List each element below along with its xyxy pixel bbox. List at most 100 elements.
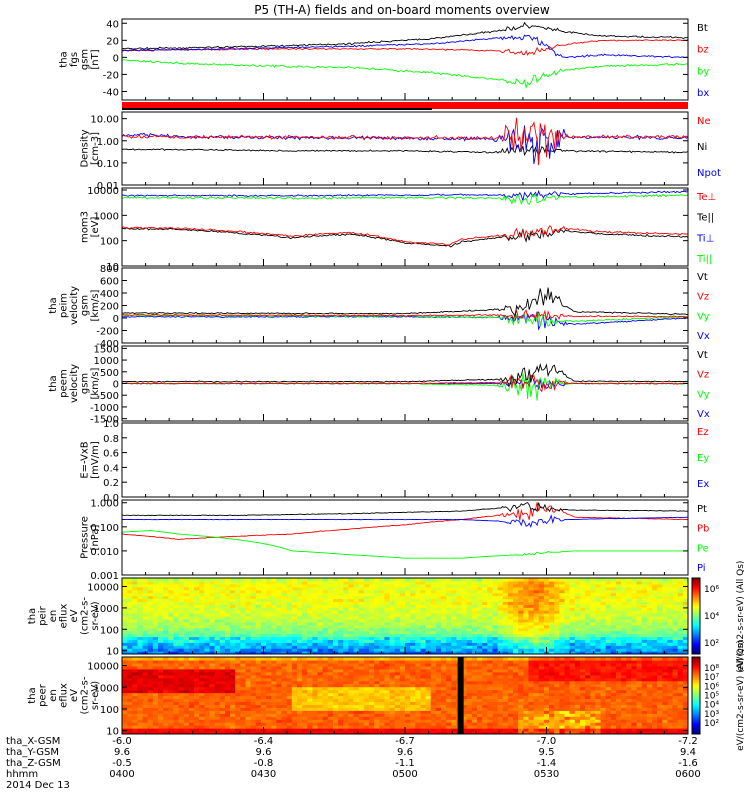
heatmap-cell [368, 616, 375, 620]
heatmap-cell [631, 586, 638, 591]
heatmap-cell [353, 601, 360, 605]
heatmap-cell [430, 698, 437, 703]
heatmap-cell [518, 601, 524, 605]
heatmap-cell [291, 613, 298, 617]
heatmap-cell [322, 580, 329, 585]
heatmap-cell [307, 707, 313, 711]
heatmap-cell [291, 616, 298, 620]
heatmap-cell [219, 710, 226, 714]
heatmap-cell [178, 580, 185, 585]
heatmap-cell [332, 627, 339, 632]
heatmap-cell [281, 659, 288, 664]
heatmap-cell [379, 586, 386, 591]
heatmap-cell [230, 636, 236, 640]
heatmap-cell [137, 604, 144, 608]
heatmap-cell [307, 621, 313, 626]
heatmap-cell [214, 607, 221, 611]
heatmap-cell [163, 645, 169, 649]
heatmap-cell [394, 618, 401, 623]
heatmap-cell [235, 716, 241, 720]
heatmap-cell [245, 645, 252, 649]
heatmap-cell [425, 683, 432, 688]
heatmap-cell [672, 618, 679, 623]
heatmap-cell [487, 633, 494, 638]
heatmap-cell [610, 613, 617, 617]
heatmap-cell [564, 630, 571, 635]
heatmap-cell [399, 731, 406, 734]
heatmap-cell [379, 651, 386, 654]
heatmap-cell [348, 621, 355, 626]
heatmap-cell [477, 578, 483, 582]
heatmap-cell [605, 621, 612, 626]
heatmap-cell [224, 725, 231, 729]
heatmap-cell [533, 595, 540, 600]
heatmap-cell [384, 731, 391, 734]
heatmap-cell [430, 686, 437, 691]
heatmap-cell [368, 610, 375, 614]
series-pressure-Pi [122, 514, 688, 528]
heatmap-cell [420, 683, 427, 688]
heatmap-cell [353, 665, 360, 670]
heatmap-cell [199, 636, 205, 640]
heatmap-cell [579, 589, 586, 594]
heatmap-cell [502, 642, 509, 646]
heatmap-cell [595, 648, 602, 652]
heatmap-cell [482, 636, 488, 640]
heatmap-cell [250, 613, 257, 617]
heatmap-cell [302, 716, 308, 720]
heatmap-cell [260, 645, 267, 649]
heatmap-cell [384, 683, 391, 688]
heatmap-cell [677, 583, 684, 588]
heatmap-cell [209, 662, 216, 667]
heatmap-cell [374, 695, 380, 700]
heatmap-cell [235, 589, 241, 594]
heatmap-cell [507, 592, 514, 597]
heatmap-cell [255, 578, 262, 582]
colorbar-swatch [692, 638, 700, 642]
heatmap-cell [482, 618, 488, 623]
heatmap-cell [441, 698, 447, 703]
heatmap-cell [276, 725, 283, 729]
heatmap-cell [266, 710, 272, 714]
heatmap-cell [348, 698, 355, 703]
heatmap-cell [379, 624, 386, 629]
legend-pressure-3: Pi [697, 563, 706, 574]
heatmap-cell [224, 657, 231, 661]
heatmap-cell [307, 695, 313, 700]
heatmap-cell [317, 589, 324, 594]
heatmap-cell [240, 633, 247, 638]
heatmap-cell [152, 627, 159, 632]
heatmap-cell [549, 580, 555, 585]
heatmap-cell [363, 645, 370, 649]
heatmap-cell [636, 651, 643, 654]
heatmap-cell [204, 657, 211, 661]
heatmap-cell [168, 716, 175, 720]
series-fgs-bx [122, 34, 688, 59]
heatmap-cell [677, 586, 684, 591]
heatmap-cell [657, 648, 663, 652]
heatmap-cell [271, 710, 277, 714]
heatmap-cell [271, 645, 277, 649]
heatmap-cell [291, 665, 298, 670]
heatmap-cell [322, 659, 329, 664]
heatmap-cell [374, 683, 380, 688]
frame-density [121, 111, 689, 186]
heatmap-cell [224, 662, 231, 667]
heatmap-cell [255, 677, 262, 682]
heatmap-cell [127, 633, 133, 638]
heatmap-cell [235, 683, 241, 688]
heatmap-cell [245, 595, 252, 600]
heatmap-cell [152, 728, 159, 732]
colorbar-swatch [692, 625, 700, 628]
heatmap-cell [235, 580, 241, 585]
heatmap-cell [302, 618, 308, 623]
heatmap-cell [368, 692, 375, 697]
heatmap-cell [147, 601, 154, 605]
heatmap-cell [441, 627, 447, 632]
heatmap-cell [235, 604, 241, 608]
heatmap-cell [204, 578, 211, 582]
heatmap-cell [585, 639, 591, 643]
heatmap-cell [163, 613, 169, 617]
heatmap-cell [219, 580, 226, 585]
heatmap-cell [667, 648, 674, 652]
